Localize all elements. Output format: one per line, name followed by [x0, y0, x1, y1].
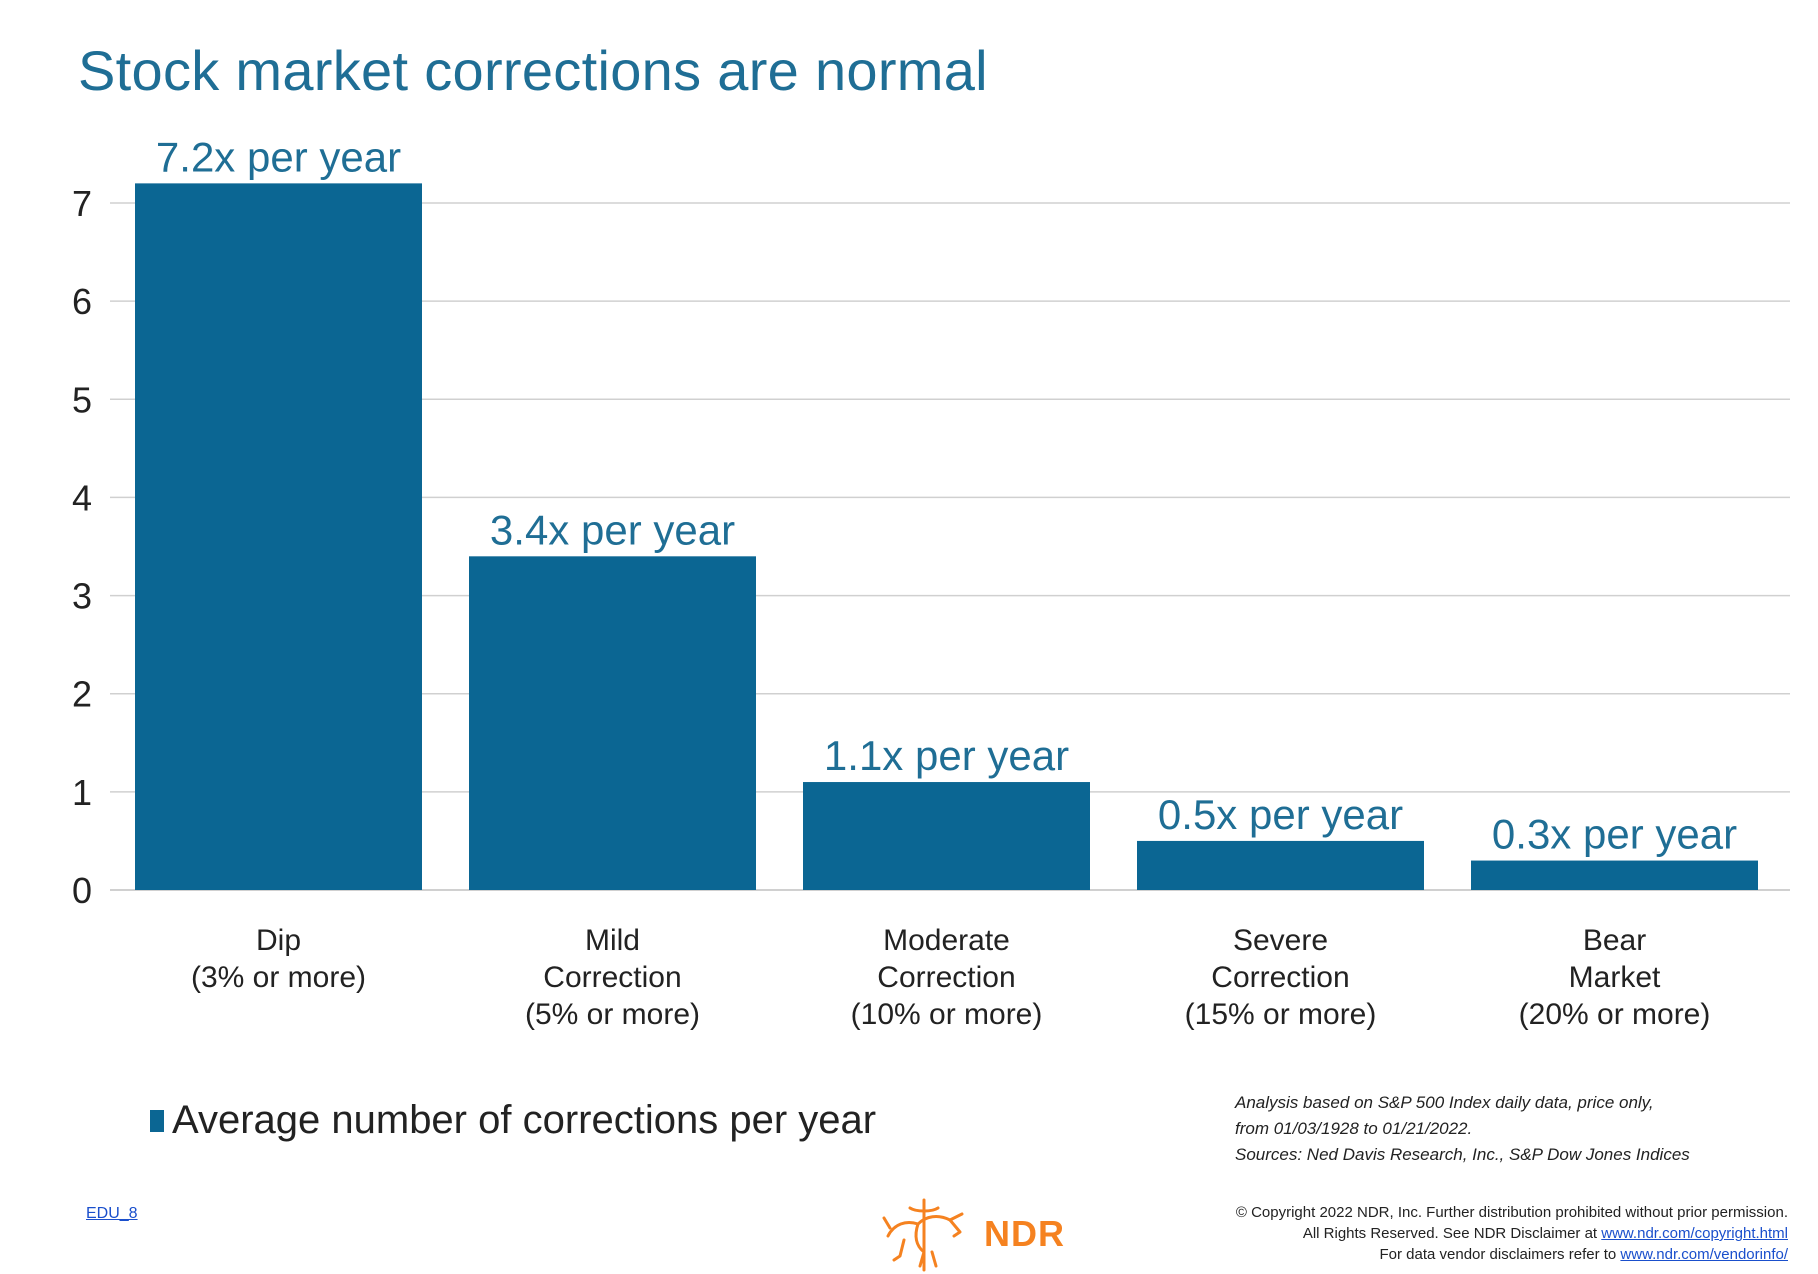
- analysis-line: Analysis based on S&P 500 Index daily da…: [1235, 1093, 1654, 1112]
- y-tick-label: 5: [72, 379, 92, 420]
- y-axis-ticks: 0 1 2 3 4 5 6 7: [72, 183, 92, 911]
- bars: [135, 183, 1758, 890]
- y-tick-label: 6: [72, 281, 92, 322]
- vendor-text: For data vendor disclaimers refer to: [1379, 1246, 1621, 1263]
- category-label: (10% or more): [851, 998, 1043, 1031]
- vendor-info-link[interactable]: www.ndr.com/vendorinfo/: [1620, 1246, 1788, 1263]
- copyright-line: For data vendor disclaimers refer to www…: [1236, 1244, 1788, 1265]
- y-tick-label: 4: [72, 477, 92, 518]
- bar-data-label: 3.4x per year: [490, 506, 735, 553]
- category-label: Correction: [1211, 961, 1349, 994]
- bar-data-label: 1.1x per year: [824, 732, 1069, 779]
- bar: [1137, 840, 1424, 890]
- chart-title: Stock market corrections are normal: [78, 39, 988, 102]
- copyright-text: All Rights Reserved. See NDR Disclaimer …: [1302, 1225, 1602, 1242]
- bar-data-label: 7.2x per year: [156, 133, 401, 180]
- category-label: Mild: [585, 924, 640, 957]
- y-tick-label: 1: [72, 772, 92, 813]
- y-tick-label: 2: [72, 674, 92, 715]
- ndr-logo: NDR: [880, 1196, 1065, 1272]
- y-tick-label: 7: [72, 183, 92, 224]
- ndr-logo-text: NDR: [984, 1213, 1065, 1254]
- category-label: (15% or more): [1185, 998, 1377, 1031]
- category-label: Correction: [543, 961, 681, 994]
- category-label: Bear: [1583, 924, 1646, 957]
- analysis-note: Analysis based on S&P 500 Index daily da…: [1235, 1090, 1755, 1168]
- copyright-link[interactable]: www.ndr.com/copyright.html: [1601, 1225, 1788, 1242]
- analysis-line: Sources: Ned Davis Research, Inc., S&P D…: [1235, 1145, 1690, 1164]
- category-label: Market: [1569, 961, 1661, 994]
- bar-data-label: 0.5x per year: [1158, 791, 1403, 838]
- copyright-line: © Copyright 2022 NDR, Inc. Further distr…: [1235, 1204, 1788, 1221]
- copyright-notice: © Copyright 2022 NDR, Inc. Further distr…: [1236, 1202, 1788, 1265]
- edu-code-link[interactable]: EDU_8: [86, 1205, 138, 1222]
- bar: [1471, 860, 1758, 890]
- category-label: Severe: [1233, 924, 1328, 957]
- category-label: Moderate: [883, 924, 1010, 957]
- analysis-line: from 01/03/1928 to 01/21/2022.: [1235, 1119, 1473, 1138]
- category-label: (20% or more): [1519, 998, 1711, 1031]
- bull-bear-logo-icon: [882, 1198, 964, 1272]
- category-label: (3% or more): [191, 961, 366, 994]
- bar: [135, 183, 422, 890]
- category-label: Dip: [256, 924, 301, 957]
- bar: [803, 782, 1090, 890]
- bar-data-label: 0.3x per year: [1492, 811, 1737, 858]
- category-labels: Dip (3% or more) Mild Correction (5% or more…: [191, 924, 1710, 1031]
- y-tick-label: 0: [72, 870, 92, 911]
- bar: [469, 556, 756, 890]
- legend-label: Average number of corrections per year: [172, 1098, 877, 1142]
- category-label: (5% or more): [525, 998, 700, 1031]
- legend-swatch: [150, 1109, 164, 1132]
- copyright-line: All Rights Reserved. See NDR Disclaimer …: [1236, 1223, 1788, 1244]
- data-labels: 7.2x per year 3.4x per year 1.1x per year 0…: [156, 133, 1737, 857]
- y-tick-label: 3: [72, 576, 92, 617]
- category-label: Correction: [877, 961, 1015, 994]
- legend: Average number of corrections per year: [150, 1098, 876, 1143]
